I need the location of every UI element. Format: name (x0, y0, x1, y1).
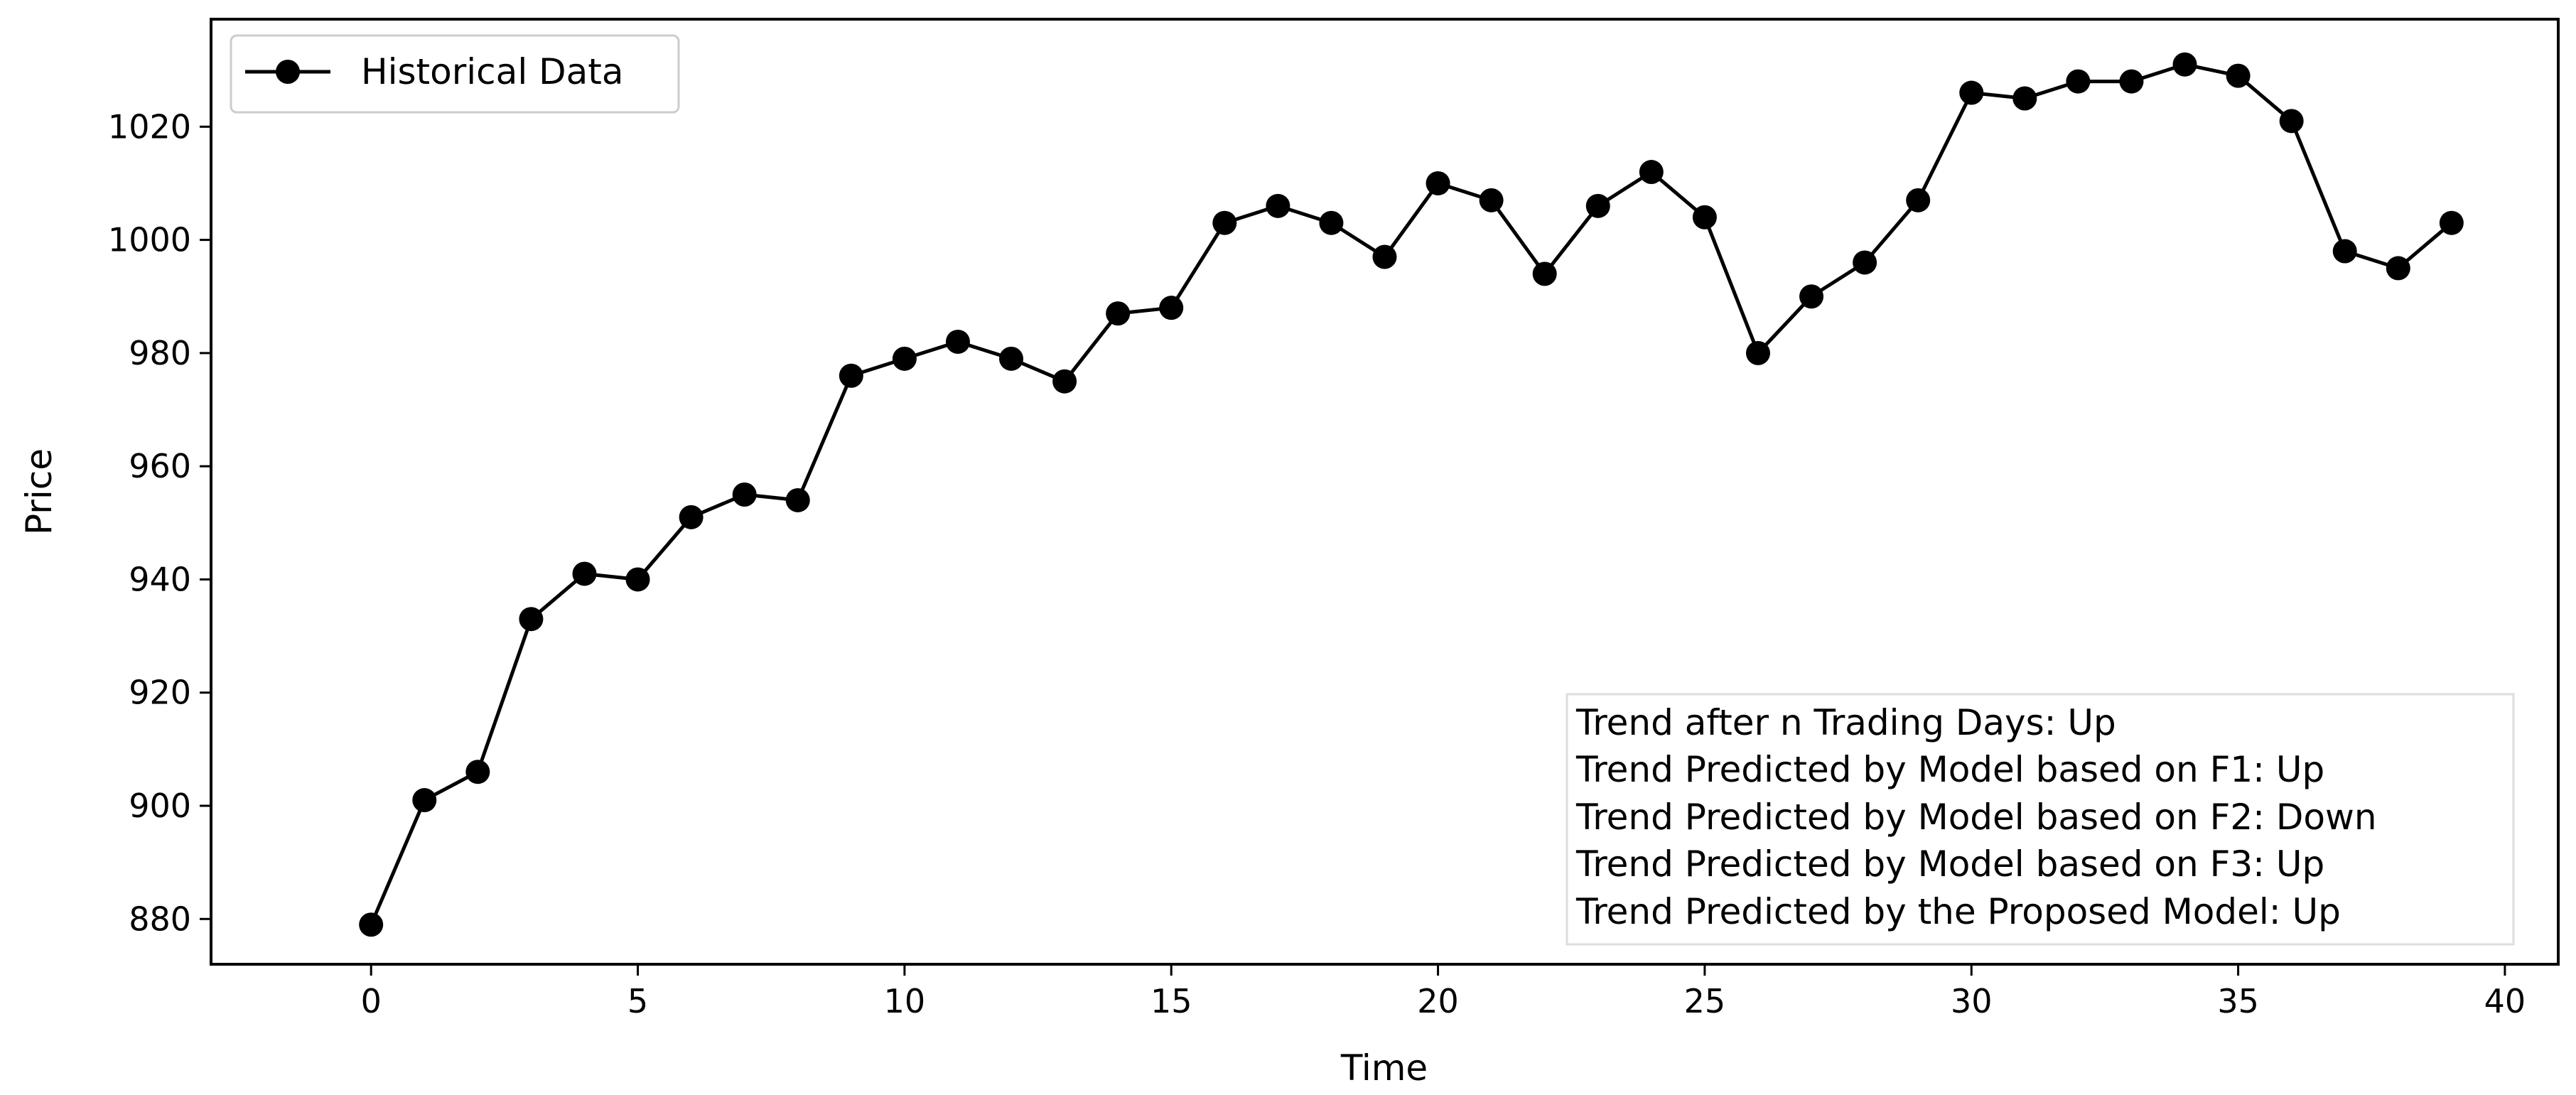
data-point (999, 346, 1024, 371)
y-axis-ticks: 880 900 920 940 960 980 1000 1020 (108, 107, 211, 938)
y-tick-label: 880 (129, 900, 191, 938)
trend-note-line-2: Trend Predicted by Model based on F1: Up (1575, 749, 2324, 790)
data-point (1745, 340, 1770, 365)
data-point (892, 346, 917, 371)
data-point (2012, 86, 2037, 111)
data-point (1692, 205, 1717, 230)
legend-marker (276, 60, 300, 84)
data-point (1799, 284, 1824, 309)
x-axis-label: Time (1340, 1047, 1428, 1089)
legend-box (230, 34, 680, 114)
data-point (1052, 369, 1077, 394)
x-tick-label: 30 (1951, 982, 1993, 1020)
data-point (2279, 109, 2304, 134)
data-point (1532, 261, 1557, 286)
data-point (625, 567, 650, 592)
data-point (1159, 296, 1184, 320)
y-tick-label: 960 (129, 447, 191, 485)
y-tick-label: 1020 (108, 107, 191, 146)
y-axis-label: Price (18, 448, 60, 535)
data-point (1585, 193, 1610, 218)
x-tick-label: 10 (884, 982, 926, 1020)
data-point (1372, 244, 1397, 269)
data-point (2119, 69, 2144, 94)
data-point (2066, 69, 2091, 94)
data-point (465, 760, 490, 784)
trend-note-frame (1565, 693, 2515, 946)
x-axis-ticks: 0 5 10 15 20 25 30 35 40 (361, 964, 2526, 1020)
data-point (1106, 301, 1131, 326)
data-point (1426, 171, 1450, 195)
trend-note-line-5: Trend Predicted by the Proposed Model: U… (1575, 891, 2341, 932)
trend-note-box: Trend after n Trading Days: Up Trend Pre… (1565, 693, 2515, 946)
data-point (2386, 256, 2410, 281)
y-tick-label: 920 (129, 674, 191, 712)
series-layer (359, 52, 2464, 937)
data-point (2226, 63, 2251, 88)
x-tick-label: 20 (1417, 982, 1459, 1020)
data-point (2332, 239, 2357, 264)
series-line-historical-data (369, 63, 2453, 926)
data-point (1319, 210, 1344, 235)
x-tick-label: 15 (1150, 982, 1192, 1020)
data-point (359, 912, 384, 937)
data-point (572, 561, 597, 586)
data-point (1959, 80, 1984, 105)
y-tick-label: 980 (129, 334, 191, 372)
data-point (732, 482, 757, 507)
y-tick-label: 940 (129, 560, 191, 598)
data-point (2439, 210, 2464, 235)
x-tick-label: 40 (2484, 982, 2526, 1020)
trend-note-line-3: Trend Predicted by Model based on F2: Do… (1575, 797, 2377, 838)
data-point (2172, 52, 2197, 77)
x-tick-label: 5 (627, 982, 648, 1020)
x-tick-label: 0 (361, 982, 382, 1020)
data-point (1479, 188, 1504, 212)
data-point (1906, 188, 1931, 212)
data-point (679, 505, 704, 529)
y-tick-label: 1000 (108, 221, 191, 259)
x-tick-label: 35 (2217, 982, 2259, 1020)
data-point (945, 329, 970, 354)
data-point (1212, 210, 1237, 235)
data-point (1639, 160, 1664, 185)
y-tick-label: 900 (129, 787, 191, 825)
legend-entry-historical-data: Historical Data (361, 51, 623, 92)
legend: Historical Data (230, 34, 680, 114)
trend-note-line-4: Trend Predicted by Model based on F3: Up (1575, 843, 2324, 885)
data-point (1266, 193, 1290, 218)
data-point (839, 363, 863, 388)
trend-note-line-1: Trend after n Trading Days: Up (1575, 702, 2116, 743)
data-point (412, 788, 437, 813)
data-point (1853, 250, 1877, 275)
data-point (519, 607, 544, 632)
x-tick-label: 25 (1684, 982, 1726, 1020)
data-point (785, 487, 810, 512)
